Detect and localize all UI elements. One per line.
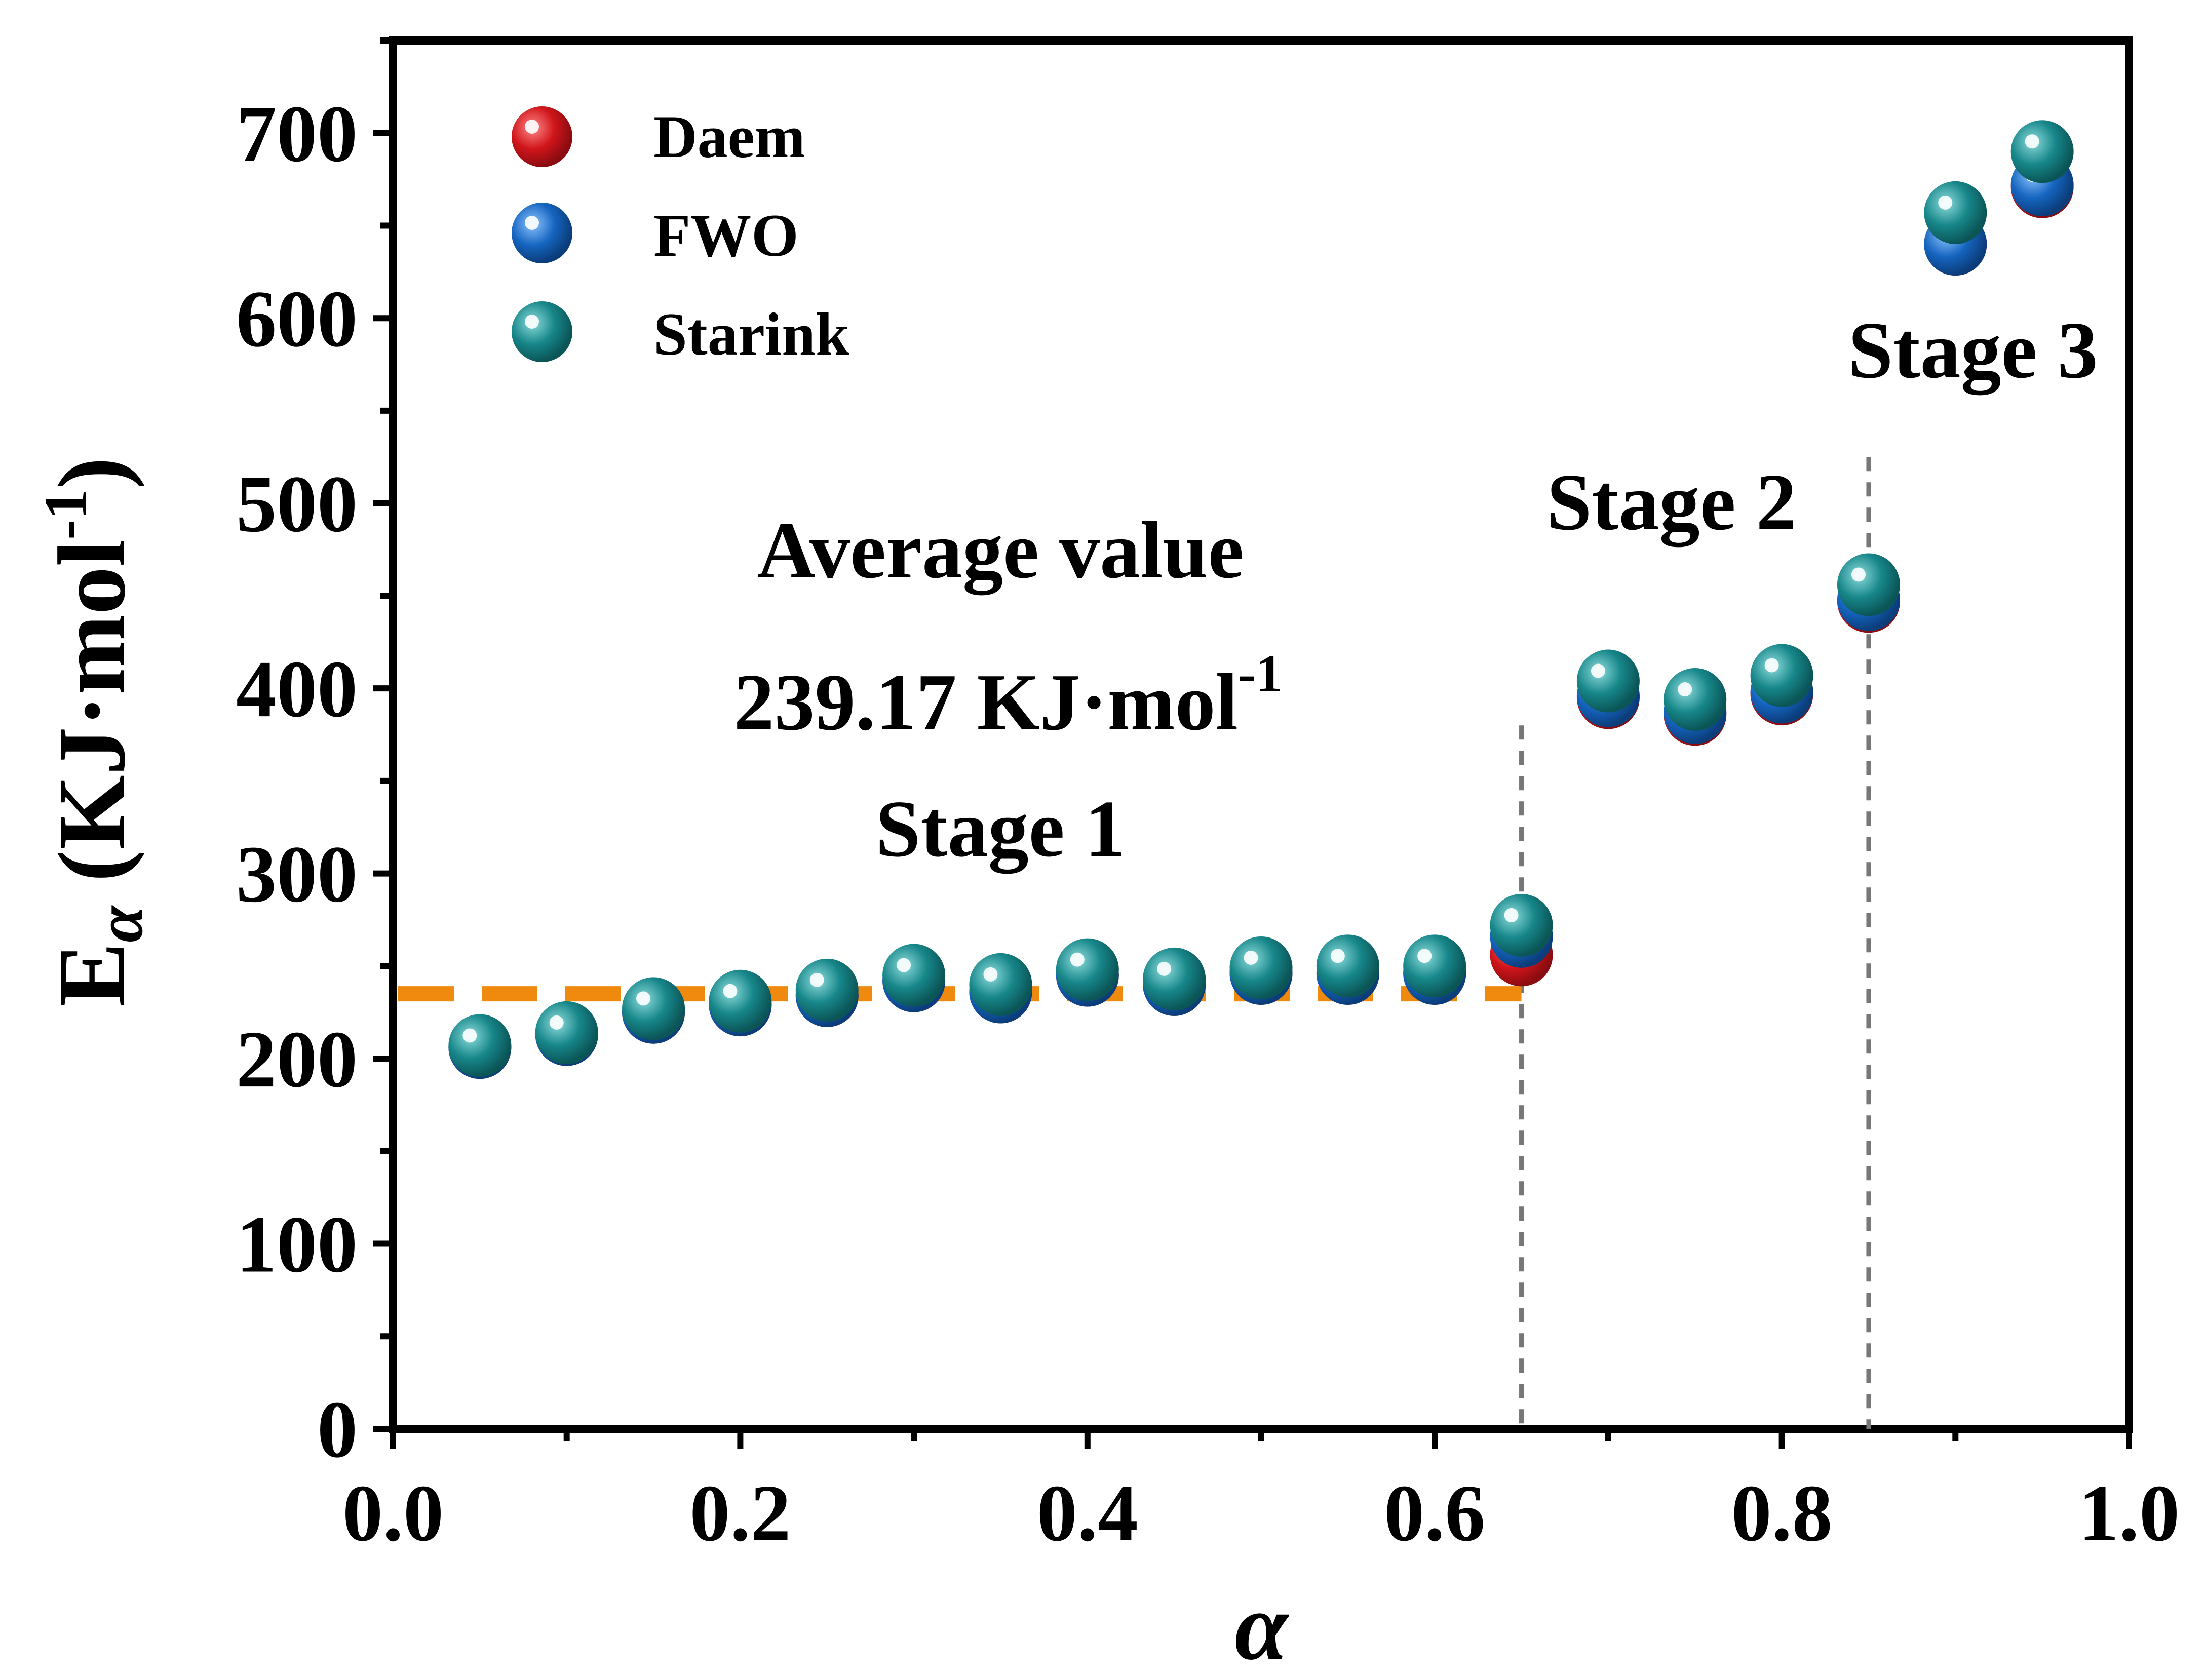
starink-point [1403,934,1466,998]
x-tick-label: 1.0 [2078,1468,2180,1558]
starink-point [535,1001,598,1064]
y-tick-label: 600 [236,274,358,364]
average-value-number-main: 239.17 KJ·mol [733,657,1238,747]
starink-point [1924,181,1987,244]
y-tick-label: 500 [236,459,358,549]
legend-label-fwo: FWO [653,202,799,269]
y-tick-label: 0 [317,1384,358,1474]
y-axis-title-sub: α [84,905,157,943]
starink-point [1316,934,1379,998]
y-axis-title-unit-close: ) [39,457,145,489]
starink-point [882,944,946,1007]
starink-point [709,969,772,1033]
legend-label-daem: Daem [653,103,805,170]
starink-point [1490,893,1553,957]
starink-point [448,1014,512,1077]
y-axis-title: Eα (KJ·mol-1) [32,457,157,1007]
y-tick-label: 100 [236,1199,358,1290]
starink-point [969,953,1032,1016]
legend-label-starink: Starink [653,300,849,368]
y-axis-title-unit: (KJ·mol [39,540,145,906]
legend-marker-fwo [512,203,572,263]
starink-point [1229,936,1293,999]
stage2-label: Stage 2 [1546,457,1796,548]
legend-marker-starink [512,301,572,362]
data-series [448,120,2074,1079]
y-tick-label: 400 [236,644,358,734]
starink-point [1837,553,1900,616]
starink-point [1143,947,1206,1010]
x-tick-label: 0.6 [1384,1468,1485,1558]
starink-point [1056,938,1119,1001]
x-axis: 0.0 0.2 0.4 0.6 0.8 1.0 [342,1429,2180,1558]
stage1-label: Stage 1 [875,784,1125,874]
starink-point [1664,668,1727,731]
legend-marker-daem [512,106,572,167]
legend: Daem FWO Starink [512,103,849,368]
starink-point [2010,120,2074,183]
average-value-label: Average value [757,505,1244,596]
stage-dividers [1519,457,1871,1429]
y-axis: 0 100 200 300 400 500 600 700 [236,37,393,1474]
x-tick-label: 0.0 [342,1468,444,1558]
y-tick-label: 700 [236,89,358,179]
x-tick-label: 0.8 [1731,1468,1833,1558]
x-tick-label: 0.2 [689,1468,791,1558]
x-tick-label: 0.4 [1037,1468,1138,1558]
x-axis-title: α [1234,1574,1289,1680]
starink-point [795,958,859,1022]
average-value-number: 239.17 KJ·mol-1 [733,644,1282,747]
starink-point [1750,644,1813,707]
starink-point [1576,649,1640,713]
series-starink [448,120,2074,1077]
y-tick-label: 300 [236,829,358,919]
y-axis-title-main: E [39,943,145,1007]
average-value-number-sup: -1 [1238,644,1282,703]
stage3-label: Stage 3 [1848,305,2098,396]
starink-point [622,977,685,1040]
y-tick-label: 200 [236,1014,358,1104]
y-axis-title-unit-sup: -1 [32,489,99,540]
